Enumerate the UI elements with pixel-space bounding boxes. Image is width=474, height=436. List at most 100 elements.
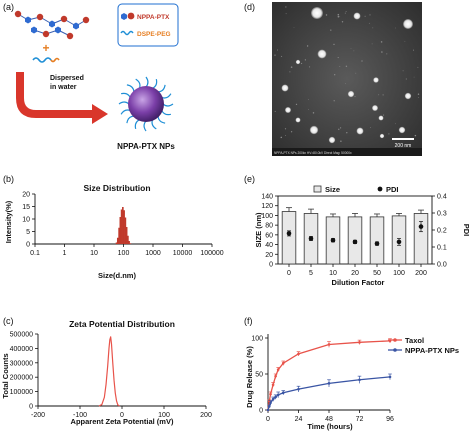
size-x-tick-label: 0.1 xyxy=(30,250,40,257)
tem-speck xyxy=(308,109,309,110)
peg-ray xyxy=(120,92,131,98)
tem-speck xyxy=(285,13,287,15)
tem-speck xyxy=(338,128,340,130)
tem-speck xyxy=(394,123,396,125)
tem-speck xyxy=(325,14,328,16)
peg-ray xyxy=(126,115,135,124)
tem-speck xyxy=(413,76,415,78)
peg-ray xyxy=(162,103,174,107)
nppa-ptx-molecules-icon xyxy=(14,10,90,40)
peg-ray xyxy=(161,110,172,116)
peg-ray xyxy=(120,109,131,115)
release-x-tick-label: 48 xyxy=(325,416,333,423)
tem-speck xyxy=(412,49,415,51)
dilution-y2-tick-label: 0.3 xyxy=(437,211,447,218)
dilution-y-axis-label: SIZE (nm) xyxy=(254,212,263,248)
tem-particle xyxy=(311,7,323,19)
legend-pdi-marker xyxy=(377,186,383,192)
size-x-tick-label: 1000 xyxy=(145,250,161,257)
release-point xyxy=(358,378,361,382)
tem-speck xyxy=(388,133,390,135)
nanoparticle-icon xyxy=(118,76,174,132)
tem-speck xyxy=(290,66,293,68)
tem-speck xyxy=(307,99,309,100)
tem-speck xyxy=(340,127,342,129)
panel-c: (c) Zeta Potential Distribution -200 -100… xyxy=(1,316,212,426)
size-bar xyxy=(122,207,124,244)
tem-speck xyxy=(417,66,419,68)
tem-speck xyxy=(345,65,348,68)
peg-ray xyxy=(152,78,158,89)
release-point xyxy=(274,395,277,399)
nanoparticle-caption: NPPA-PTX NPs xyxy=(117,142,175,151)
size-bar xyxy=(127,235,129,244)
zeta-potential-chart: -200 -100 0 100 200 0 100000 200000 300000 400000… xyxy=(10,332,212,420)
release-point xyxy=(271,397,275,401)
tem-speck xyxy=(284,128,287,130)
size-bar xyxy=(369,216,385,265)
release-point xyxy=(388,375,392,379)
tem-speck xyxy=(306,45,309,47)
pdi-point xyxy=(396,239,402,245)
tem-speck xyxy=(277,49,278,51)
dilution-y-tick-label: 100 xyxy=(261,213,273,220)
size-bar xyxy=(124,217,127,244)
legend-nppa-ptx: NPPA-PTX xyxy=(137,14,170,21)
tem-speck xyxy=(414,134,417,137)
peg-chain-icon xyxy=(120,30,134,36)
panel-e: (e) Size PDI 0204060801001201400.00.10.2… xyxy=(244,174,471,287)
zeta-x-tick-label: -100 xyxy=(73,412,87,419)
zeta-x-tick-label: 0 xyxy=(120,412,124,419)
tem-speck xyxy=(304,59,307,61)
tem-speck xyxy=(378,94,380,96)
size-x-tick-label: 10 xyxy=(90,250,98,257)
release-x-axis-label: Time (hours) xyxy=(307,422,353,431)
dilution-x-tick-label: 100 xyxy=(393,270,405,277)
release-legend-label: Taxol xyxy=(405,336,424,345)
release-point xyxy=(274,374,277,378)
peg-ray xyxy=(134,119,140,130)
tem-particle xyxy=(295,117,301,123)
legend-size-swatch xyxy=(313,185,322,193)
tem-micrograph xyxy=(272,2,422,156)
peg-ray xyxy=(157,84,166,93)
tem-speck xyxy=(369,14,371,16)
pdi-point xyxy=(330,237,336,243)
tem-footer-text: NPPA-PTX NPs 200kx HV=80.0kV Direct Mag:… xyxy=(274,151,352,155)
release-y-tick-label: 100 xyxy=(251,336,263,343)
tem-particle xyxy=(372,105,378,111)
tem-speck xyxy=(341,21,344,23)
zeta-y-tick-label: 400000 xyxy=(10,346,33,353)
tem-speck xyxy=(285,6,287,8)
release-point xyxy=(269,392,272,396)
size-bar xyxy=(118,227,120,244)
tem-speck xyxy=(368,22,370,24)
tem-speck xyxy=(383,114,385,116)
size-bar xyxy=(123,210,125,244)
tem-particle xyxy=(295,59,301,65)
panel-a: (a) + xyxy=(3,2,179,151)
size-distribution-chart: 0.1 1 10 100 1000 10000 100000 0 5 10 15 20 xyxy=(22,192,224,258)
release-point xyxy=(281,391,285,395)
size-y-tick-label: 5 xyxy=(26,229,30,236)
tem-particle xyxy=(356,127,364,135)
tem-nanoparticles xyxy=(281,7,413,144)
size-bar xyxy=(281,211,297,265)
size-x-tick-label: 10000 xyxy=(173,250,193,257)
ptx-hexagon-icon xyxy=(121,13,127,20)
tem-particle xyxy=(281,84,289,92)
zeta-x-tick-label: 200 xyxy=(200,412,212,419)
scale-bar xyxy=(392,138,414,140)
tem-speck xyxy=(371,43,373,45)
tem-particle xyxy=(403,19,413,29)
release-point xyxy=(297,387,300,391)
dilution-y2-tick-label: 0.1 xyxy=(437,245,447,252)
release-y-tick-label: 50 xyxy=(255,372,263,379)
tem-speck xyxy=(394,27,396,29)
panel-label-b: (b) xyxy=(3,174,14,184)
tem-particle xyxy=(404,92,412,100)
tem-speck xyxy=(405,78,407,80)
peg-ray xyxy=(157,115,166,124)
tem-particle xyxy=(317,49,327,59)
pdi-point xyxy=(374,241,380,246)
